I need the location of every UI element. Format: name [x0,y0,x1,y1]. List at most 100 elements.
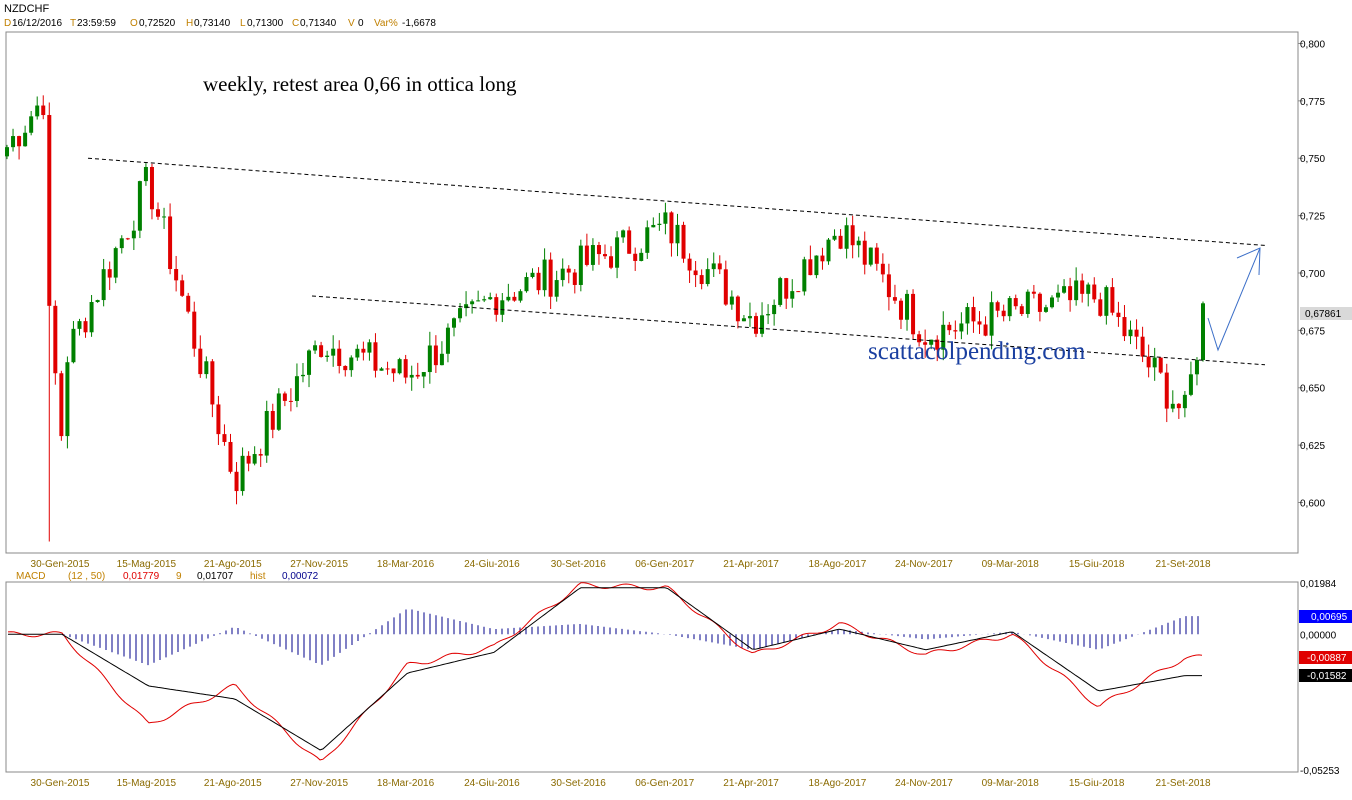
candle-body [1092,284,1097,300]
price-x-tick-label: 27-Nov-2015 [290,559,348,570]
candle-body [705,269,710,285]
price-x-tick-label: 21-Set-2018 [1155,559,1210,570]
candle-body [1080,280,1085,294]
candle-body [47,115,52,306]
low-key: L [240,18,246,29]
candle-body [953,330,958,332]
macd-y-axis: 0,01984 0,00000 -0,05253 [1300,579,1340,777]
candle-body [711,263,716,270]
macd-x-tick-label: 06-Gen-2017 [635,778,694,789]
macd-x-tick-label: 15-Giu-2018 [1069,778,1125,789]
macd-x-tick-label: 21-Apr-2017 [723,778,779,789]
candle-body [137,181,142,231]
candle-body [778,278,783,305]
candle-body [373,342,378,371]
candle-body [246,455,251,464]
candle-body [941,324,946,350]
macd-params: (12 , 50) [68,571,105,582]
candle-body [590,245,595,265]
candle-body [741,318,746,322]
candle-body [1188,374,1193,395]
price-x-tick-label: 30-Set-2016 [551,559,606,570]
signal-badge-bg [1299,669,1352,682]
candle-body [101,269,106,301]
candle-body [717,263,722,270]
candle-body [204,361,209,375]
last-price-value: 0,67861 [1305,309,1342,320]
candle-body [65,362,70,437]
candle-body [186,295,191,312]
macd-x-axis: 30-Gen-2015 15-Mag-2015 21-Ago-2015 27-Nov-… [31,778,1211,789]
candle-body [210,361,215,405]
candle-body [530,272,535,278]
time-key: T [70,18,76,29]
candle-body [53,305,58,374]
var-value: -1,6678 [402,18,436,29]
candle-body [331,348,336,356]
candle-body [911,293,916,335]
candle-body [790,291,795,299]
forecast-arrow-path [1207,247,1261,352]
candle-body [772,304,777,315]
candle-body [494,297,499,315]
hist-badge-bg [1299,610,1352,623]
candle-body [572,272,577,285]
candle-body [500,300,505,315]
candle-body [723,269,728,305]
candle-body [536,272,541,291]
signal-period: 9 [176,571,182,582]
candle-body [162,216,167,218]
macd-y-tick-label: 0,00000 [1300,630,1337,641]
candle-body [458,308,463,319]
macd-x-tick-label: 18-Ago-2017 [809,778,867,789]
signal-value: 0,01707 [197,571,234,582]
price-x-tick-label: 21-Ago-2015 [204,559,262,570]
candle-body [367,342,372,353]
candle-body [754,316,759,334]
candle-body [379,368,384,371]
macd-x-tick-label: 09-Mar-2018 [982,778,1040,789]
candle-body [1152,357,1157,368]
candle-body [850,225,855,246]
candle-body [403,359,408,378]
macd-x-tick-label: 24-Nov-2017 [895,778,953,789]
macd-header: MACD (12 , 50) 0,01779 9 0,01707 hist 0,… [16,571,319,582]
candle-body [464,304,469,309]
candle-body [89,302,94,333]
candle-body [886,274,891,298]
price-y-tick-label: 0,600 [1300,499,1325,510]
candle-body [270,410,275,430]
price-y-tick-label: 0,625 [1300,441,1325,452]
candle-body [198,348,203,375]
candle-body [17,136,22,147]
price-y-tick-label: 0,675 [1300,326,1325,337]
candle-body [977,321,982,325]
candle-body [77,321,82,329]
price-x-tick-label: 21-Apr-2017 [723,559,779,570]
hist-key: hist [250,571,266,582]
price-y-tick-label: 0,725 [1300,212,1325,223]
candle-body [1043,307,1048,312]
volume-value: 0 [358,18,364,29]
macd-line [7,582,1203,761]
candle-body [1025,291,1030,314]
candle-body [409,374,414,378]
candle-body [488,297,493,300]
candle-body [29,116,34,133]
candle-body [252,454,257,464]
candle-body [23,132,28,147]
candle-body [735,296,740,322]
candle-body [349,357,354,371]
candle-body [542,259,547,291]
macd-x-tick-label: 18-Mar-2016 [377,778,435,789]
macd-x-tick-label: 27-Nov-2015 [290,778,348,789]
candle-body [264,410,269,456]
candle-body [113,248,118,278]
candle-body [1170,403,1175,409]
candle-body [1140,336,1145,357]
candle-body [319,345,324,357]
candle-body [935,339,940,350]
candle-body [313,345,318,351]
candle-body [862,240,867,265]
var-key: Var% [374,18,398,29]
